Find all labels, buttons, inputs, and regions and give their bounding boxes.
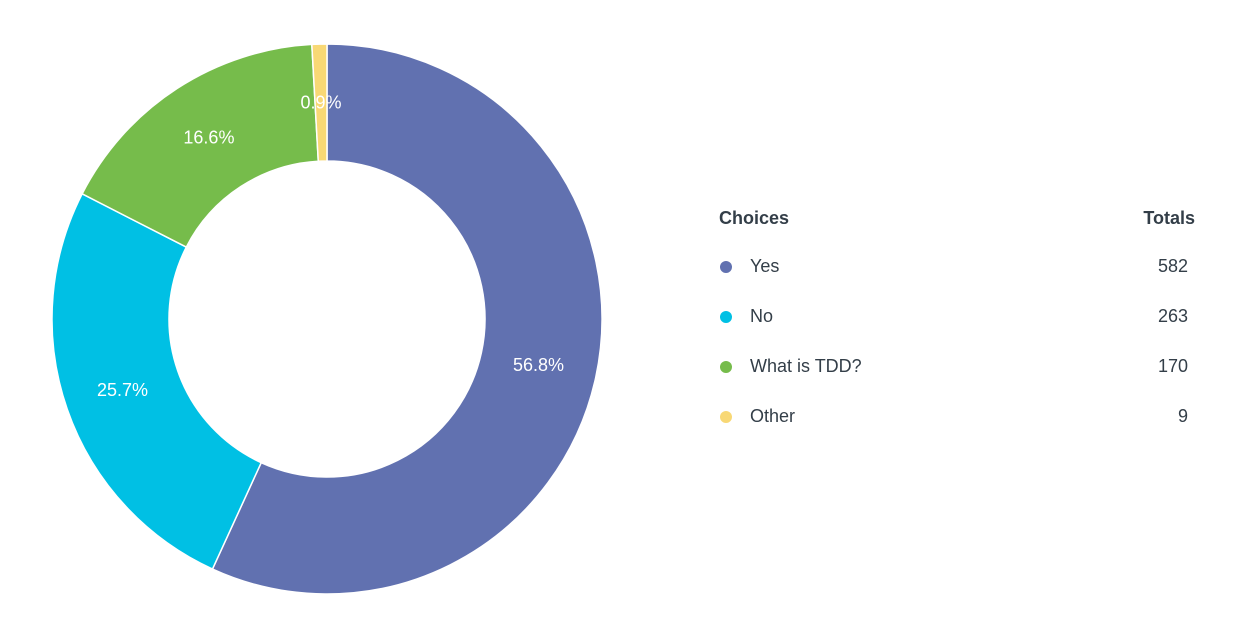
legend-label-no: No — [750, 306, 774, 326]
legend-table: Choices Totals Yes 582 No 263 What is TD… — [719, 204, 1199, 434]
donut-chart: 56.8% 25.7% 16.6% 0.9% — [51, 43, 603, 595]
what-is-tdd-dot-icon — [720, 361, 732, 373]
legend-row-no: No 263 — [719, 284, 1199, 334]
legend-total-no: 263 — [1157, 306, 1188, 326]
legend-row-yes: Yes 582 — [719, 234, 1199, 284]
percent-label-no: 25.7% — [97, 380, 148, 400]
choices-header: Choices — [719, 208, 790, 228]
legend-label-other: Other — [750, 406, 796, 426]
legend-label-what-is-tdd: What is TDD? — [750, 356, 862, 376]
percent-label-other: 0.9% — [301, 93, 342, 113]
legend-row-what-is-tdd: What is TDD? 170 — [719, 334, 1199, 384]
slice-yes — [211, 43, 603, 595]
legend-label-yes: Yes — [750, 256, 780, 276]
slice-what-is-tdd — [81, 43, 320, 249]
percent-label-what-is-tdd: 16.6% — [183, 128, 234, 148]
no-dot-icon — [720, 311, 732, 323]
other-dot-icon — [720, 411, 732, 423]
legend-header: Choices Totals — [719, 204, 1199, 234]
slice-other — [311, 43, 328, 163]
percent-label-yes: 56.8% — [513, 355, 564, 375]
legend-total-what-is-tdd: 170 — [1157, 356, 1188, 376]
legend-total-other: 9 — [1177, 406, 1188, 426]
slice-no — [51, 192, 263, 571]
legend-total-yes: 582 — [1157, 256, 1188, 276]
yes-dot-icon — [720, 261, 732, 273]
legend-row-other: Other 9 — [719, 384, 1199, 434]
totals-header: Totals — [1143, 208, 1195, 228]
